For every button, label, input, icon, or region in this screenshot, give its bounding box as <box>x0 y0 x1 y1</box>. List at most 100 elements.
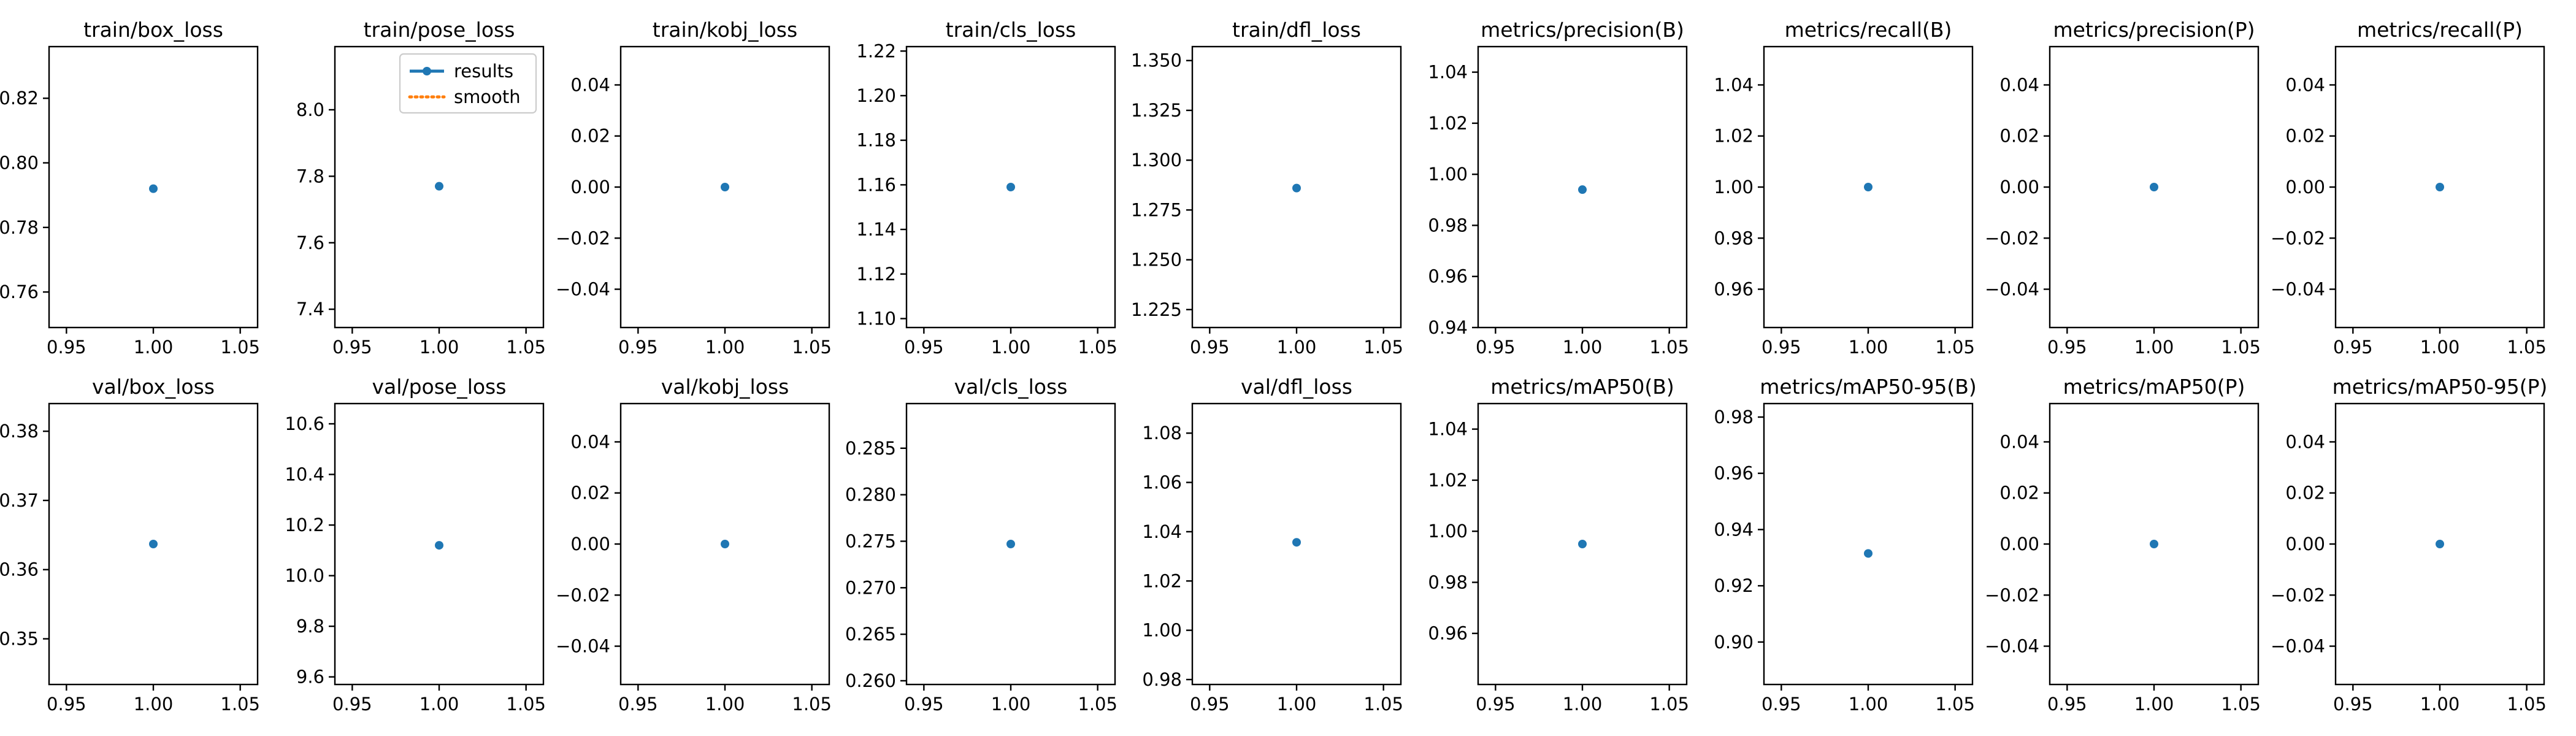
x-tick-label: 0.95 <box>2333 694 2373 715</box>
panel-title: metrics/precision(P) <box>2053 18 2255 42</box>
results-point <box>1578 540 1587 548</box>
y-tick-label: 0.02 <box>2285 483 2325 504</box>
subplot-1: train/box_loss 0.95 1.00 1.05 0.76 0.78 0.80 0.… <box>0 18 260 358</box>
axes-frame <box>619 402 830 686</box>
x-tick-label: 1.00 <box>420 694 459 715</box>
y-tick-label: 1.275 <box>1131 199 1182 220</box>
subplot-18: metrics/mAP50-95(P) 0.95 1.00 1.05 −0.04 −0.0… <box>2271 375 2547 715</box>
x-tick-label: 1.00 <box>134 337 174 358</box>
panel-title: train/kobj_loss <box>653 18 797 42</box>
results-point <box>721 183 729 191</box>
panel-title: val/pose_loss <box>372 375 507 399</box>
panel-title: val/box_loss <box>92 375 215 399</box>
y-tick-label: 1.06 <box>1142 472 1182 493</box>
y-tick-label: 1.00 <box>1142 620 1182 641</box>
axes-frame <box>2049 45 2260 329</box>
results-point <box>435 182 443 191</box>
panel-title: metrics/mAP50-95(P) <box>2333 375 2548 399</box>
x-tick-label: 1.00 <box>1849 337 1888 358</box>
y-tick-label: 1.08 <box>1142 423 1182 443</box>
y-tick-label: 0.00 <box>2285 534 2325 554</box>
legend-label-smooth: smooth <box>454 86 521 107</box>
y-tick-label: 1.04 <box>1428 419 1468 440</box>
y-tick-label: −0.04 <box>2271 279 2325 300</box>
y-tick-label: 0.94 <box>1428 317 1468 338</box>
subplot-11: val/pose_loss 0.95 1.00 1.05 9.6 9.8 10.0 10.2 1… <box>285 375 546 715</box>
axes-frame <box>2334 45 2545 329</box>
results-point <box>1864 183 1873 191</box>
y-tick-label: 1.16 <box>856 174 896 195</box>
y-tick-label: −0.04 <box>2271 636 2325 657</box>
x-tick-label: 0.95 <box>618 337 658 358</box>
results-point <box>1006 540 1015 548</box>
y-tick-label: 0.98 <box>1142 669 1182 690</box>
panel-title: metrics/mAP50(P) <box>2063 375 2245 399</box>
x-tick-label: 1.05 <box>2507 337 2547 358</box>
y-tick-label: −0.02 <box>556 585 610 605</box>
y-tick-label: 9.8 <box>296 616 324 637</box>
x-tick-label: 1.00 <box>2420 694 2460 715</box>
axes-frame <box>619 45 830 329</box>
legend-label-results: results <box>454 61 513 82</box>
x-tick-label: 1.05 <box>1935 694 1975 715</box>
y-tick-label: 0.04 <box>1999 431 2039 452</box>
results-point <box>1864 549 1873 558</box>
y-tick-label: 0.00 <box>1999 177 2039 197</box>
y-tick-label: 0.280 <box>845 485 896 505</box>
y-tick-label: 0.90 <box>1714 632 1754 653</box>
x-tick-label: 1.05 <box>1649 337 1689 358</box>
y-tick-label: 1.00 <box>1714 177 1754 197</box>
y-tick-label: 0.04 <box>1999 74 2039 95</box>
y-tick-label: 1.14 <box>856 219 896 240</box>
x-tick-label: 1.00 <box>134 694 174 715</box>
y-tick-label: 7.8 <box>296 166 324 186</box>
subplot-8: metrics/precision(P) 0.95 1.00 1.05 −0.04 −0.… <box>1985 18 2261 358</box>
x-tick-label: 1.05 <box>220 337 260 358</box>
panel-title: train/pose_loss <box>364 18 515 42</box>
axes-frame <box>2049 402 2260 686</box>
legend-results-marker <box>423 67 431 75</box>
y-tick-label: 0.04 <box>2285 74 2325 95</box>
y-tick-label: 7.6 <box>296 232 324 253</box>
subplot-5: train/dfl_loss 0.95 1.00 1.05 1.225 1.250 1.27… <box>1131 18 1403 358</box>
x-tick-label: 0.95 <box>2333 337 2373 358</box>
y-tick-label: 0.02 <box>1999 126 2039 147</box>
y-tick-label: 0.00 <box>570 534 610 554</box>
x-tick-label: 0.95 <box>618 694 658 715</box>
y-tick-label: −0.04 <box>1985 279 2039 300</box>
subplot-2: train/pose_loss 0.95 1.00 1.05 7.4 7.6 7.8 8.0 r… <box>296 18 546 358</box>
y-tick-label: 0.04 <box>570 74 610 95</box>
y-tick-label: −0.02 <box>2271 228 2325 248</box>
x-tick-label: 0.95 <box>2047 337 2087 358</box>
y-tick-label: 0.35 <box>0 629 39 650</box>
y-tick-label: 0.04 <box>2285 431 2325 452</box>
y-tick-label: 0.92 <box>1714 575 1754 596</box>
y-tick-label: 0.04 <box>570 431 610 452</box>
x-tick-label: 1.00 <box>991 337 1031 358</box>
y-tick-label: 0.96 <box>1714 463 1754 484</box>
x-tick-label: 0.95 <box>1190 337 1230 358</box>
subplot-17: metrics/mAP50(P) 0.95 1.00 1.05 −0.04 −0.02 0.… <box>1985 375 2261 715</box>
results-point <box>1006 183 1015 191</box>
y-tick-label: 0.36 <box>0 559 39 580</box>
axes-background <box>1764 404 1972 684</box>
y-tick-label: 0.270 <box>845 577 896 598</box>
y-tick-label: 7.4 <box>296 299 324 320</box>
panel-title: metrics/recall(B) <box>1785 18 1952 42</box>
panel-title: metrics/recall(P) <box>2357 18 2523 42</box>
y-tick-label: 1.02 <box>1142 570 1182 591</box>
x-tick-label: 1.05 <box>2221 694 2261 715</box>
x-tick-label: 1.05 <box>792 337 832 358</box>
x-tick-label: 1.05 <box>2221 337 2261 358</box>
x-tick-label: 0.95 <box>332 694 372 715</box>
subplot-9: metrics/recall(P) 0.95 1.00 1.05 −0.04 −0.02 0… <box>2271 18 2547 358</box>
axes-frame <box>905 402 1116 686</box>
y-tick-label: 1.02 <box>1428 113 1468 134</box>
axes-frame <box>48 45 259 329</box>
axes-frame <box>1477 402 1688 686</box>
x-tick-label: 0.95 <box>1476 337 1516 358</box>
x-tick-label: 0.95 <box>904 694 944 715</box>
x-tick-label: 1.00 <box>991 694 1031 715</box>
subplot-14: val/dfl_loss 0.95 1.00 1.05 0.98 1.00 1.02 1.04… <box>1142 375 1403 715</box>
